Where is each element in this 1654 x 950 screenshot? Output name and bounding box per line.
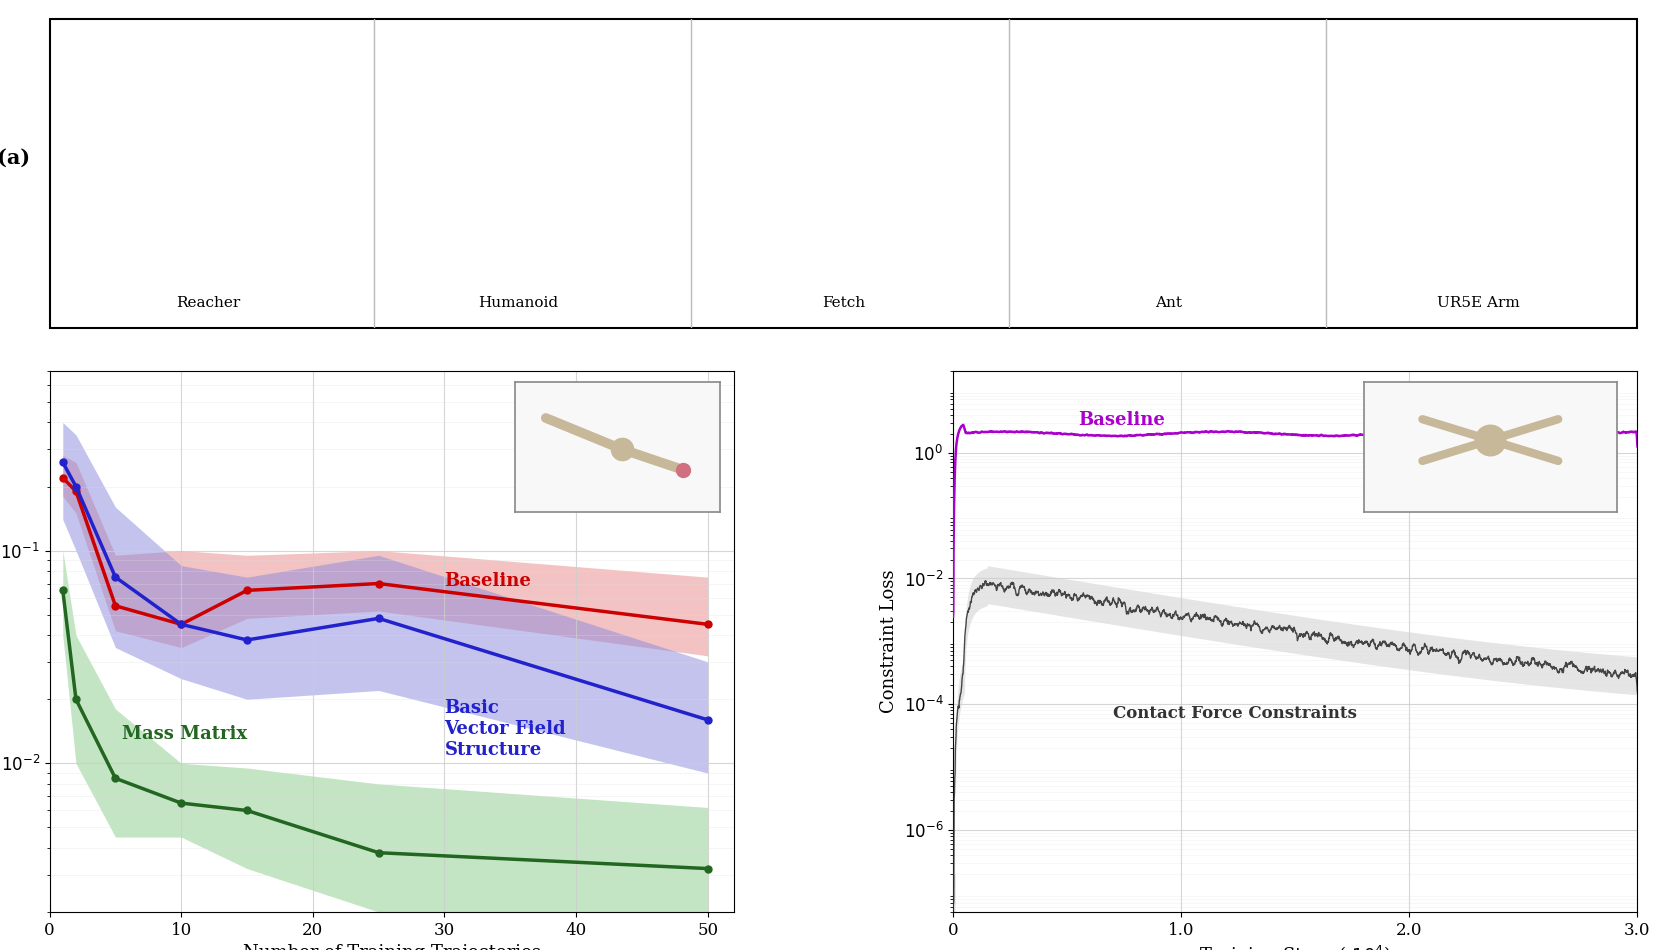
Text: (a): (a) bbox=[0, 148, 30, 168]
Text: Contact Force Constraints: Contact Force Constraints bbox=[1113, 705, 1356, 722]
X-axis label: Number of Training Trajectories: Number of Training Trajectories bbox=[243, 944, 541, 950]
Text: Basic
Vector Field
Structure: Basic Vector Field Structure bbox=[445, 699, 566, 759]
Text: Baseline: Baseline bbox=[445, 572, 531, 590]
Y-axis label: Constraint Loss: Constraint Loss bbox=[880, 570, 898, 713]
Text: Humanoid: Humanoid bbox=[478, 295, 557, 310]
Text: Fetch: Fetch bbox=[822, 295, 865, 310]
Text: Baseline: Baseline bbox=[1078, 410, 1166, 428]
Text: Mass Matrix: Mass Matrix bbox=[122, 725, 246, 743]
Text: Ant: Ant bbox=[1156, 295, 1183, 310]
Text: UR5E Arm: UR5E Arm bbox=[1437, 295, 1520, 310]
X-axis label: Training Steps ($\cdot10^4$): Training Steps ($\cdot10^4$) bbox=[1199, 944, 1391, 950]
Text: Reacher: Reacher bbox=[177, 295, 240, 310]
